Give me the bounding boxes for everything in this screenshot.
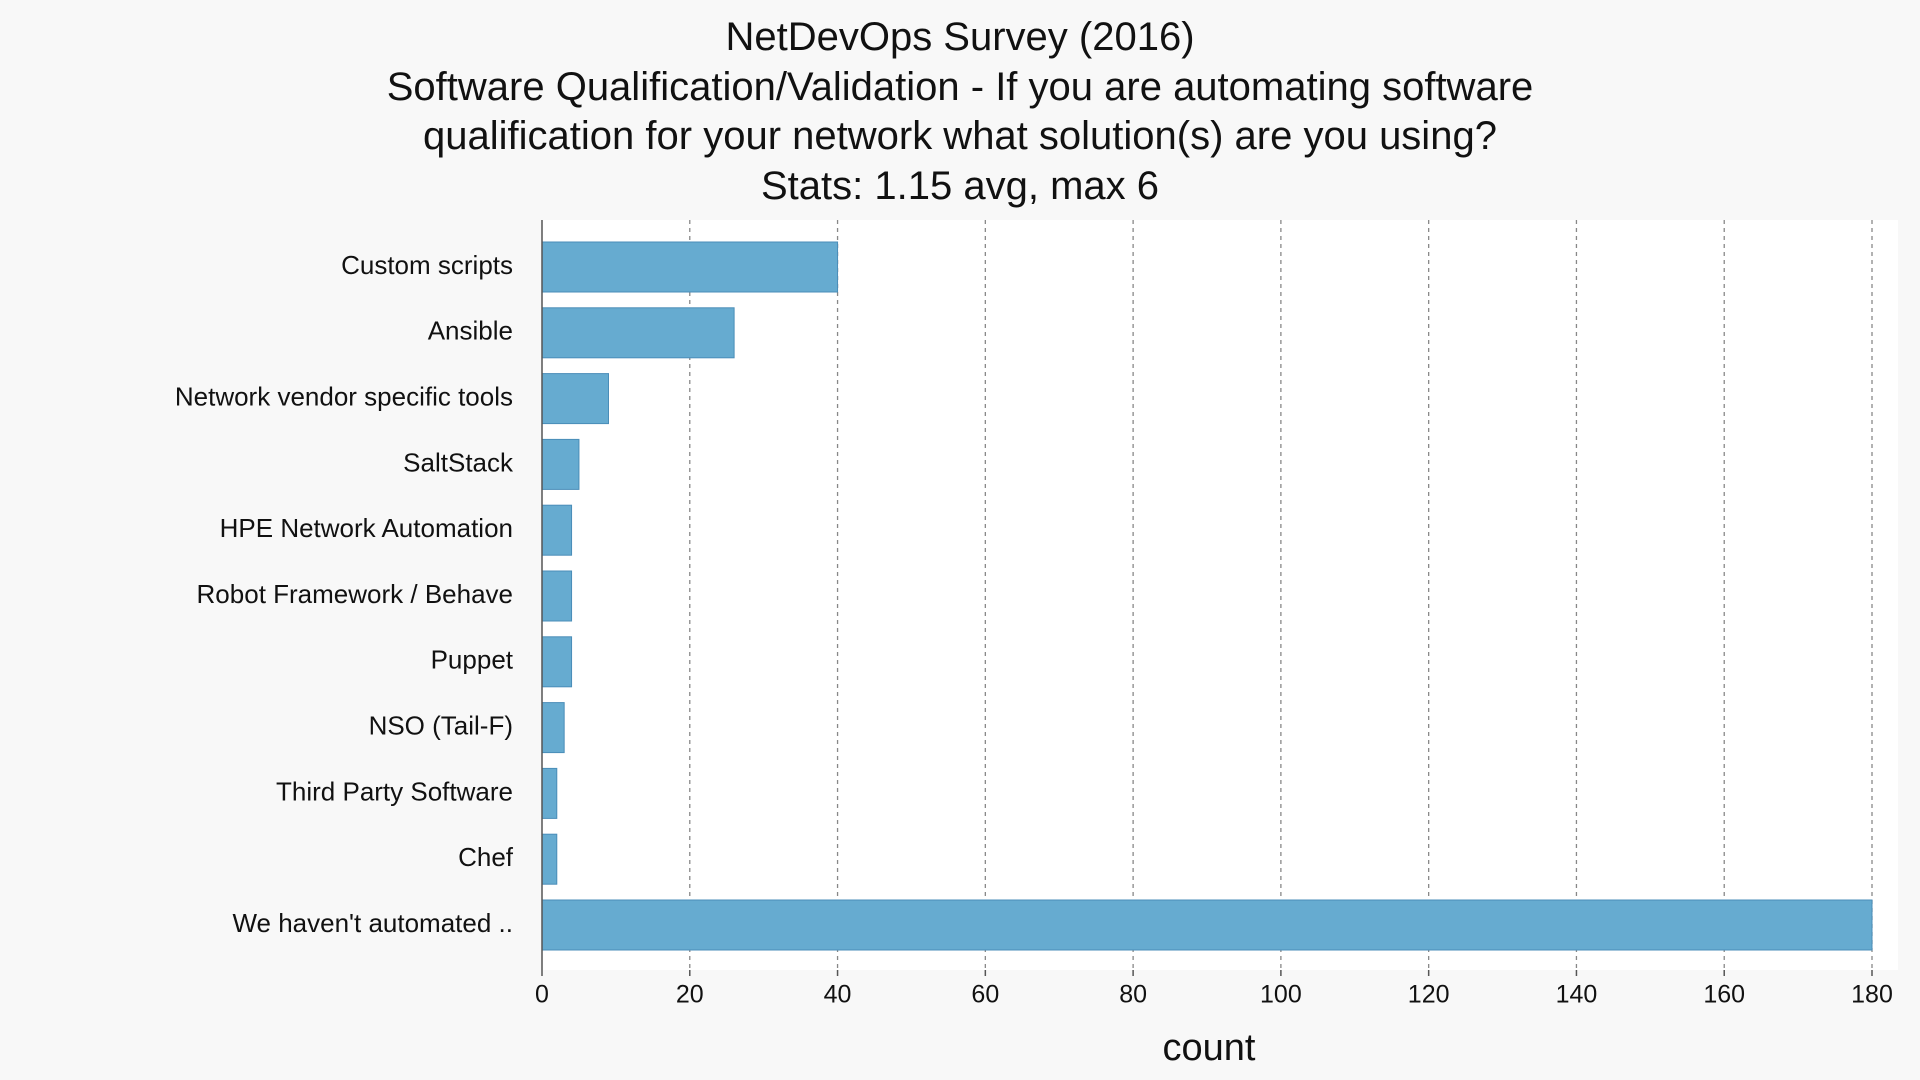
bar (541, 504, 573, 556)
bar (541, 702, 565, 754)
category-label: Chef (458, 842, 514, 872)
x-tick-label: 180 (1851, 981, 1893, 1009)
category-label: We haven't automated .. (232, 908, 513, 938)
x-tick-label: 0 (535, 981, 549, 1009)
category-label: Ansible (428, 316, 513, 346)
bar (541, 241, 839, 293)
x-tick-label: 100 (1260, 981, 1302, 1009)
bars (541, 241, 1873, 951)
bar (541, 438, 580, 490)
bar (541, 636, 573, 688)
x-axis-ticks: 0 20 40 60 80 100 120 140 160 180 (535, 970, 1893, 1009)
category-labels: Custom scripts Ansible Network vendor spec… (175, 250, 514, 938)
grid-lines (689, 220, 1873, 970)
category-label: NSO (Tail-F) (369, 710, 513, 740)
bar (541, 373, 609, 425)
x-axis-title: count (1163, 1027, 1256, 1069)
x-tick-label: 80 (1119, 981, 1147, 1009)
bar (541, 767, 558, 819)
x-tick-label: 20 (676, 981, 704, 1009)
category-label: Network vendor specific tools (175, 381, 513, 411)
chart-title: NetDevOps Survey (2016) (725, 15, 1194, 59)
chart-subtitle-line-2: qualification for your network what solu… (423, 114, 1497, 158)
category-label: Robot Framework / Behave (197, 579, 513, 609)
category-label: SaltStack (403, 447, 514, 477)
bar (541, 833, 558, 885)
x-tick-label: 160 (1703, 981, 1745, 1009)
chart-subtitle-line-3: Stats: 1.15 avg, max 6 (761, 164, 1159, 208)
category-label: HPE Network Automation (220, 513, 513, 543)
bar (541, 307, 735, 359)
category-label: Custom scripts (341, 250, 513, 280)
chart-subtitle-line-1: Software Qualification/Validation - If y… (387, 65, 1534, 109)
chart-title-group: NetDevOps Survey (2016) Software Qualifi… (387, 15, 1534, 208)
bar (541, 899, 1873, 951)
bar (541, 570, 573, 622)
category-label: Puppet (431, 645, 514, 675)
category-label: Third Party Software (276, 776, 513, 806)
x-tick-label: 140 (1556, 981, 1598, 1009)
x-tick-label: 60 (971, 981, 999, 1009)
plot-background (542, 220, 1898, 970)
x-tick-label: 120 (1408, 981, 1450, 1009)
x-tick-label: 40 (824, 981, 852, 1009)
